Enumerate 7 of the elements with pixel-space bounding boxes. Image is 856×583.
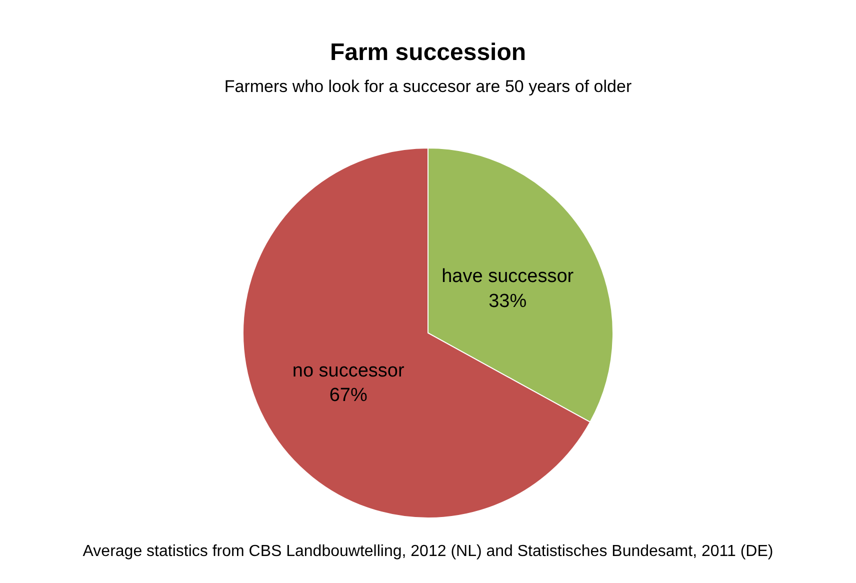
data-label: 67% (329, 384, 368, 406)
slice-label: have successor (442, 266, 574, 288)
chart-title: Farm succession (330, 39, 526, 66)
data-label: 33% (488, 290, 527, 312)
chart-subtitle: Farmers who look for a succesor are 50 years of older (224, 77, 632, 96)
text: Average statistics from CBS Landbouwtelling, 2012 (NL) and Statistisches Bundesamt, 2011 (DE) (82, 543, 774, 560)
slice-label: no successor (292, 360, 406, 382)
